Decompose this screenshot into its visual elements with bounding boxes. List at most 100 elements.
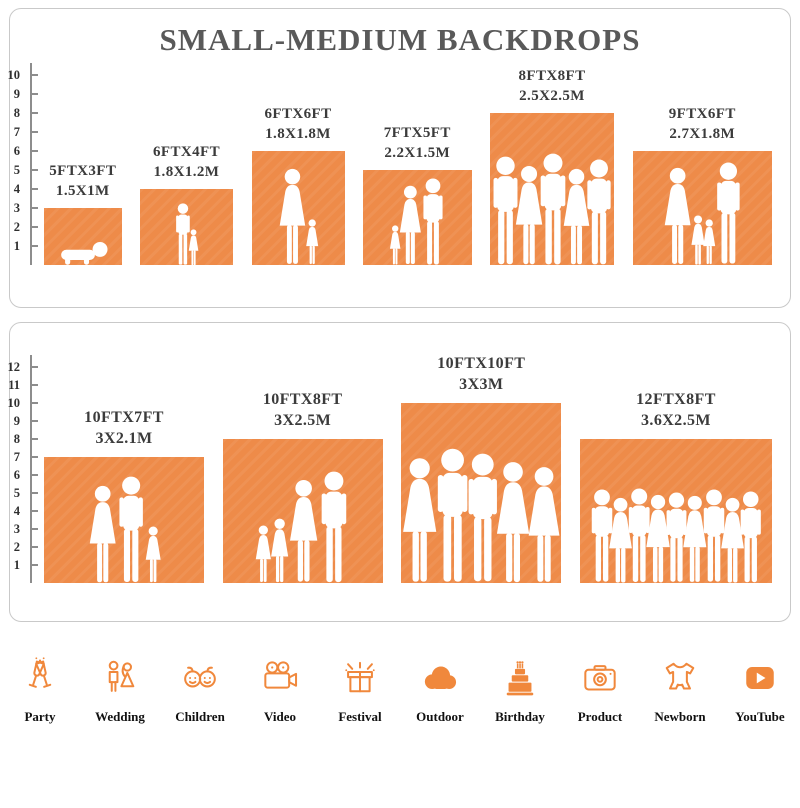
ruler-tick [32,402,38,404]
backdrop-item-10ftx10ft: 10FTX10FT 3X3M [401,354,562,583]
backdrop-item-6ftx6ft: 6FTX6FT 1.8X1.8M [251,105,345,265]
category-label: Festival [338,709,382,724]
youtube-icon [738,656,782,700]
backdrop-block [44,457,204,583]
page-title: SMALL-MEDIUM BACKDROPS [159,22,641,57]
birthday-icon [498,656,542,700]
backdrop-size-label: 6FTX4FT 1.8X1.2M [153,144,220,180]
ruler-tick [32,564,38,566]
panel-small-medium-backdrops: SMALL-MEDIUM BACKDROPS 1 2 3 4 5 6 7 8 9 10 5FTX3… [8,8,791,308]
category-birthday: Birthday [492,656,548,725]
person-silhouette [497,461,530,582]
baby-silhouette [60,242,108,265]
category-label: Product [577,709,623,724]
person-silhouette [321,471,347,582]
ruler-tick [32,384,38,386]
festival-icon [338,656,382,700]
category-product: Product [572,656,628,725]
ruler-tick [32,456,38,458]
person-silhouette [691,215,705,265]
person-silhouette [188,228,199,265]
ruler-number: 9 [13,87,20,101]
backdrop-block [632,151,772,265]
backdrop-block [44,208,122,265]
person-silhouette [437,448,467,582]
person-silhouette [608,497,632,583]
ruler-number: 7 [13,450,20,464]
ruler-tick [32,93,38,95]
ruler-tick [32,207,38,209]
person-silhouette [703,219,716,265]
ruler-number: 6 [13,144,20,158]
ruler-number: 8 [13,106,20,120]
ruler-tick [32,510,38,512]
ruler-number: 1 [13,558,20,572]
person-silhouette [468,454,497,582]
category-label: Children [175,709,225,724]
ruler-tick [32,169,38,171]
ruler-number: 12 [7,360,21,374]
category-label: Wedding [95,709,145,724]
ruler-tick [32,366,38,368]
backdrop-block [363,170,472,265]
ruler-tick [32,420,38,422]
category-video: Video [252,656,308,725]
person-silhouette [540,153,566,264]
person-silhouette [664,167,691,264]
backdrop-item-10ftx8ft: 10FTX8FT 3X2.5M [222,390,383,583]
ruler-number: 9 [13,414,20,428]
ruler-tick [32,188,38,190]
person-silhouette [306,219,319,265]
person-silhouette [89,485,116,582]
ruler-tick [32,150,38,152]
ruler-number: 4 [13,504,20,518]
backdrop-size-label: 9FTX6FT 2.7X1.8M [668,106,736,142]
person-silhouette [628,488,650,582]
backdrop-size-label: 10FTX7FT 3X2.1M [84,409,164,448]
person-silhouette [119,476,144,582]
category-party: Party [12,656,68,725]
ruler-tick [32,112,38,114]
category-newborn: Newborn [652,656,708,725]
ruler-tick [32,226,38,228]
size-ruler-top: 1 2 3 4 5 6 7 8 9 10 [8,63,38,265]
backdrop-size-label: 5FTX3FT 1.5X1M [49,163,117,199]
backdrop-row-bottom: 10FTX7FT 3X2.1M [44,354,772,583]
ruler-number: 4 [13,182,20,196]
person-silhouette [591,489,612,583]
backdrop-size-label: 8FTX8FT 2.5X2.5M [518,68,586,104]
ruler-tick [32,245,38,247]
backdrop-size-infographic: SMALL-MEDIUM BACKDROPS 1 2 3 4 5 6 7 8 9 10 5FTX3… [0,8,800,808]
backdrop-size-label: 10FTX10FT 3X3M [437,355,526,394]
ruler-tick [32,131,38,133]
ruler-tick [32,74,38,76]
ruler-number: 10 [7,68,21,82]
video-icon [258,656,302,700]
ruler-number: 3 [13,522,20,536]
panel-large-backdrops: 1 2 3 4 5 6 7 8 9 10 11 12 10FTX7FT 3X2.1M [8,322,791,622]
category-label: Party [24,709,56,724]
person-silhouette [389,225,401,265]
outdoor-icon [418,656,462,700]
ruler-number: 2 [13,540,20,554]
ruler-number: 7 [13,125,20,139]
person-silhouette [403,458,437,582]
category-festival: Festival [332,656,388,725]
category-youtube: YouTube [732,656,788,725]
ruler-number: 5 [13,486,20,500]
ruler-tick [32,492,38,494]
ruler-tick [32,528,38,530]
backdrop-size-label: 12FTX8FT 3.6X2.5M [636,391,716,430]
category-row: Party Wedding [12,656,788,725]
children-icon [178,656,222,700]
person-silhouette [528,467,560,582]
backdrop-item-7ftx5ft: 7FTX5FT 2.2X1.5M [363,124,472,265]
backdrop-size-label: 7FTX5FT 2.2X1.5M [383,125,451,161]
person-silhouette [587,159,611,264]
ruler-number: 2 [13,220,20,234]
person-silhouette [703,489,724,583]
person-silhouette [176,203,190,265]
person-silhouette [145,526,161,583]
backdrop-block [401,403,562,583]
size-ruler-bottom: 1 2 3 4 5 6 7 8 9 10 11 12 [8,355,38,583]
